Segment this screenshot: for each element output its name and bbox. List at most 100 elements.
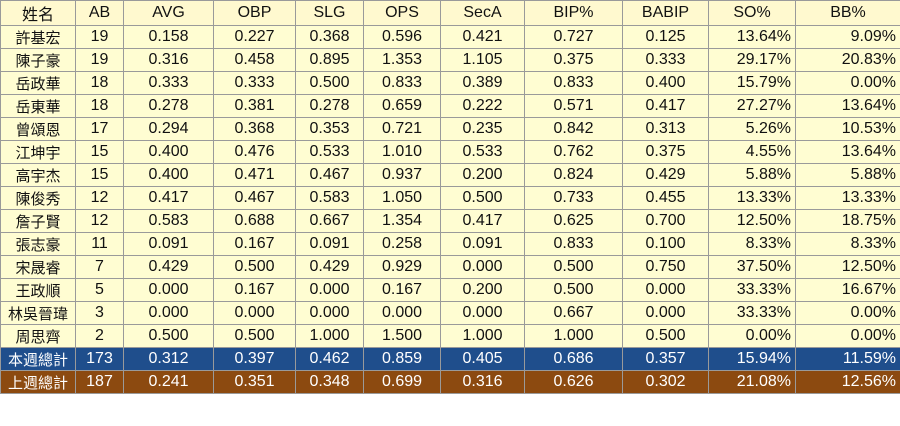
cell-ab: 17 [75, 117, 124, 141]
total-rows: 本週總計 173 0.312 0.397 0.462 0.859 0.405 0.686 0.3… [0, 347, 900, 394]
cell-ab: 19 [75, 25, 124, 49]
cell-so: 37.50% [708, 255, 796, 279]
cell-so: 4.55% [708, 140, 796, 164]
cell-so: 8.33% [708, 232, 796, 256]
cell-seca: 1.000 [440, 324, 525, 348]
cell-bip: 0.762 [524, 140, 623, 164]
cell-seca: 0.200 [440, 163, 525, 187]
cell-avg: 0.278 [123, 94, 214, 118]
cell-ab: 12 [75, 209, 124, 233]
cell-so: 13.33% [708, 186, 796, 210]
cell-obp: 0.333 [213, 71, 296, 95]
cell-avg: 0.000 [123, 301, 214, 325]
cell-ab: 12 [75, 186, 124, 210]
cell-bip: 0.842 [524, 117, 623, 141]
cell-bip: 0.833 [524, 71, 623, 95]
cell-babip: 0.750 [622, 255, 709, 279]
cell-seca: 0.316 [440, 370, 525, 394]
cell-obp: 0.000 [213, 301, 296, 325]
cell-bip: 0.500 [524, 278, 623, 302]
cell-name: 上週總計 [0, 370, 76, 394]
cell-seca: 0.222 [440, 94, 525, 118]
cell-avg: 0.417 [123, 186, 214, 210]
cell-name: 陳俊秀 [0, 186, 76, 210]
cell-babip: 0.313 [622, 117, 709, 141]
cell-ops: 0.000 [363, 301, 441, 325]
cell-avg: 0.312 [123, 347, 214, 371]
cell-name: 張志豪 [0, 232, 76, 256]
cell-name: 曾頌恩 [0, 117, 76, 141]
cell-ops: 0.167 [363, 278, 441, 302]
cell-seca: 1.105 [440, 48, 525, 72]
cell-so: 29.17% [708, 48, 796, 72]
last-week-total-row: 上週總計 187 0.241 0.351 0.348 0.699 0.316 0.626 0.3… [0, 370, 900, 394]
cell-slg: 0.429 [295, 255, 364, 279]
cell-ops: 0.699 [363, 370, 441, 394]
column-header-seca: SecA [440, 0, 525, 26]
header-row: 姓名 AB AVG OBP SLG OPS SecA BIP% BABIP SO… [0, 0, 900, 26]
cell-bb: 20.83% [795, 48, 900, 72]
cell-ops: 0.937 [363, 163, 441, 187]
cell-ops: 1.353 [363, 48, 441, 72]
cell-ab: 7 [75, 255, 124, 279]
cell-ab: 19 [75, 48, 124, 72]
cell-babip: 0.302 [622, 370, 709, 394]
cell-name: 周思齊 [0, 324, 76, 348]
cell-ops: 0.659 [363, 94, 441, 118]
cell-ops: 0.833 [363, 71, 441, 95]
cell-avg: 0.294 [123, 117, 214, 141]
cell-seca: 0.091 [440, 232, 525, 256]
cell-seca: 0.389 [440, 71, 525, 95]
column-header-avg: AVG [123, 0, 214, 26]
cell-babip: 0.429 [622, 163, 709, 187]
cell-so: 5.26% [708, 117, 796, 141]
cell-seca: 0.000 [440, 255, 525, 279]
cell-babip: 0.417 [622, 94, 709, 118]
table-row: 林吳晉瑋 3 0.000 0.000 0.000 0.000 0.000 0.667 0.000… [0, 301, 900, 325]
cell-avg: 0.000 [123, 278, 214, 302]
cell-ops: 0.258 [363, 232, 441, 256]
cell-bb: 0.00% [795, 301, 900, 325]
cell-bip: 0.824 [524, 163, 623, 187]
cell-seca: 0.200 [440, 278, 525, 302]
cell-name: 江坤宇 [0, 140, 76, 164]
cell-obp: 0.227 [213, 25, 296, 49]
cell-obp: 0.458 [213, 48, 296, 72]
cell-obp: 0.688 [213, 209, 296, 233]
cell-slg: 0.091 [295, 232, 364, 256]
cell-slg: 0.462 [295, 347, 364, 371]
cell-seca: 0.405 [440, 347, 525, 371]
column-header-ops: OPS [363, 0, 441, 26]
cell-bb: 11.59% [795, 347, 900, 371]
cell-so: 15.94% [708, 347, 796, 371]
cell-slg: 0.533 [295, 140, 364, 164]
table-row: 岳政華 18 0.333 0.333 0.500 0.833 0.389 0.833 0.400… [0, 71, 900, 95]
cell-slg: 0.000 [295, 278, 364, 302]
column-header-bb: BB% [795, 0, 900, 26]
cell-ab: 5 [75, 278, 124, 302]
cell-ops: 1.500 [363, 324, 441, 348]
cell-bip: 1.000 [524, 324, 623, 348]
cell-avg: 0.316 [123, 48, 214, 72]
cell-ops: 0.596 [363, 25, 441, 49]
cell-ops: 0.929 [363, 255, 441, 279]
cell-avg: 0.400 [123, 140, 214, 164]
cell-bb: 8.33% [795, 232, 900, 256]
column-header-slg: SLG [295, 0, 364, 26]
cell-bip: 0.500 [524, 255, 623, 279]
cell-bip: 0.733 [524, 186, 623, 210]
table-row: 詹子賢 12 0.583 0.688 0.667 1.354 0.417 0.625 0.700… [0, 209, 900, 233]
cell-babip: 0.500 [622, 324, 709, 348]
table-row: 岳東華 18 0.278 0.381 0.278 0.659 0.222 0.571 0.417… [0, 94, 900, 118]
cell-name: 岳政華 [0, 71, 76, 95]
cell-bip: 0.667 [524, 301, 623, 325]
cell-ab: 173 [75, 347, 124, 371]
cell-babip: 0.455 [622, 186, 709, 210]
cell-ab: 2 [75, 324, 124, 348]
cell-babip: 0.000 [622, 301, 709, 325]
cell-slg: 0.667 [295, 209, 364, 233]
table-row: 許基宏 19 0.158 0.227 0.368 0.596 0.421 0.727 0.125… [0, 25, 900, 49]
table-row: 張志豪 11 0.091 0.167 0.091 0.258 0.091 0.833 0.100… [0, 232, 900, 256]
cell-bb: 13.64% [795, 94, 900, 118]
cell-name: 王政順 [0, 278, 76, 302]
